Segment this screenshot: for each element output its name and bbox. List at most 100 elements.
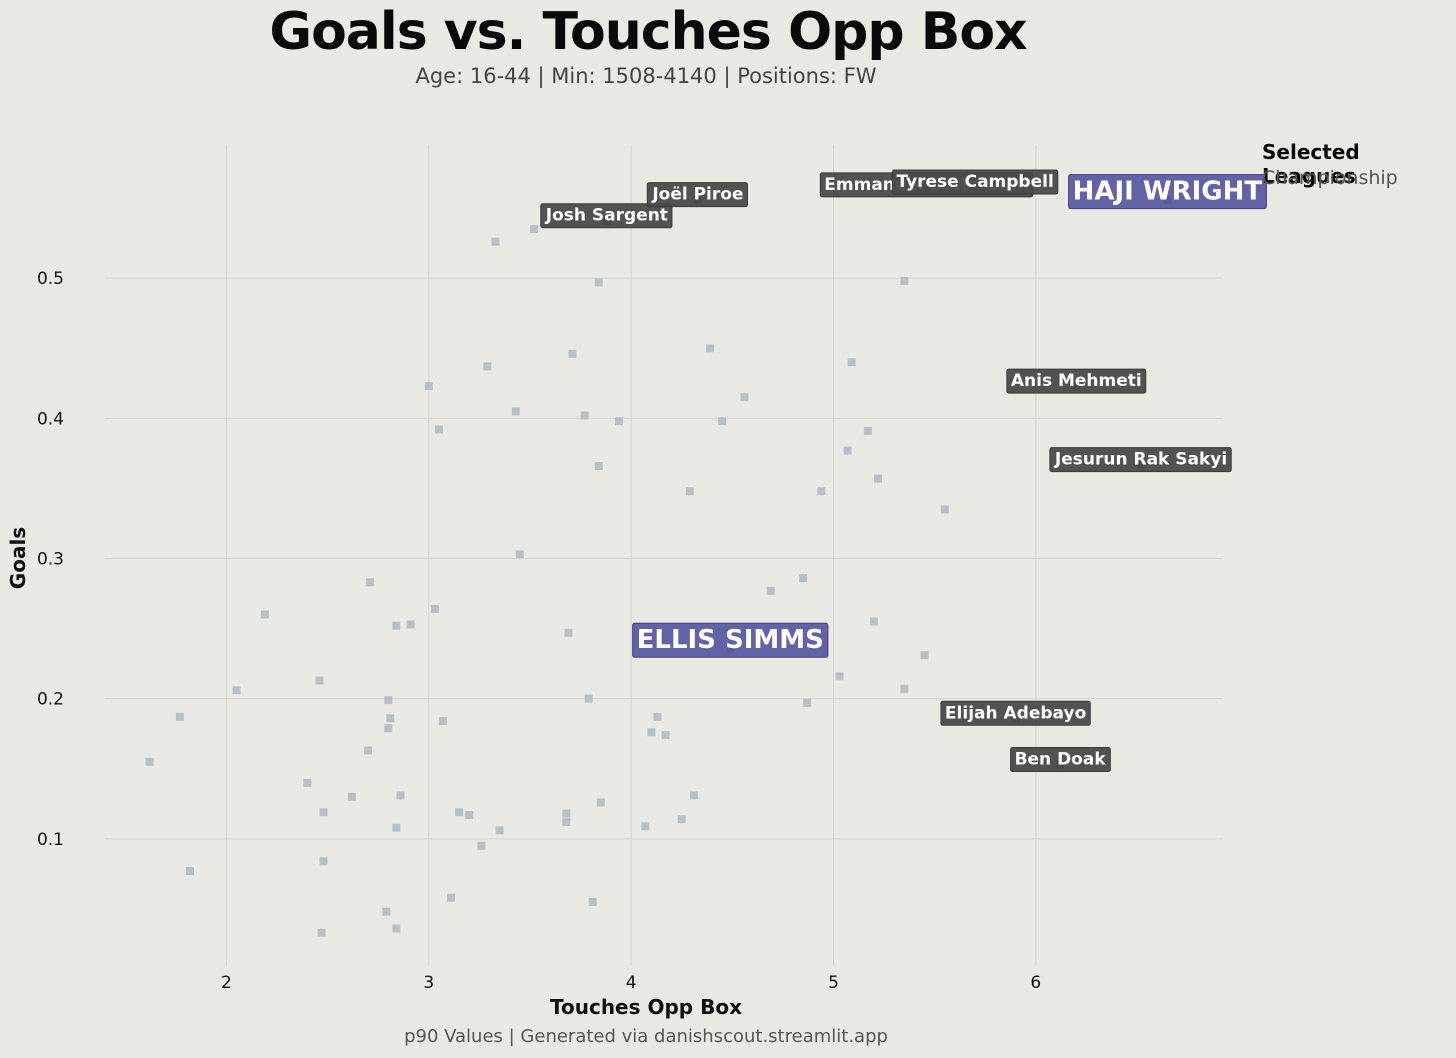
data-point — [382, 907, 391, 916]
data-point — [424, 382, 433, 391]
data-point — [392, 823, 401, 832]
data-point — [614, 417, 623, 426]
data-point — [940, 505, 949, 514]
data-point — [406, 620, 415, 629]
data-point — [562, 818, 571, 827]
data-point — [661, 731, 670, 740]
player-name: HAJI WRIGHT — [1073, 177, 1263, 207]
data-point — [303, 778, 312, 787]
x-tick-label: 3 — [423, 973, 434, 993]
data-point — [803, 698, 812, 707]
data-point — [430, 604, 439, 613]
player-name: Josh Sargent — [545, 206, 668, 226]
data-point — [835, 672, 844, 681]
label-box — [891, 169, 1059, 195]
data-point — [232, 686, 241, 695]
data-point — [766, 586, 775, 595]
data-point — [653, 712, 662, 721]
player-label: Tyrese Campbell — [891, 169, 1059, 195]
data-point — [641, 822, 650, 831]
data-point — [580, 411, 589, 420]
player-name: Elijah Adebayo — [945, 703, 1086, 723]
data-point — [873, 474, 882, 483]
label-box — [1049, 447, 1232, 473]
data-point — [677, 815, 686, 824]
y-tick-label: 0.4 — [37, 409, 64, 429]
player-label: Joël Piroe — [646, 182, 748, 208]
x-tick-label: 6 — [1030, 973, 1041, 993]
data-point — [594, 278, 603, 287]
data-point — [847, 358, 856, 367]
x-tick-label: 2 — [221, 973, 232, 993]
data-point — [465, 811, 474, 820]
data-point — [447, 893, 456, 902]
player-name: Ben Doak — [1015, 750, 1107, 770]
player-name: Anis Mehmeti — [1011, 371, 1142, 391]
data-point — [594, 461, 603, 470]
data-point — [568, 349, 577, 358]
data-point — [647, 728, 656, 737]
player-label: Ben Doak — [1010, 747, 1111, 773]
label-box — [646, 182, 748, 208]
data-point — [392, 621, 401, 630]
data-point — [392, 924, 401, 933]
data-point — [718, 417, 727, 426]
data-point — [596, 798, 605, 807]
data-point — [511, 407, 520, 416]
y-tick-label: 0.3 — [37, 550, 64, 570]
chart-subtitle: Age: 16-44 | Min: 1508-4140 | Positions:… — [415, 64, 877, 88]
data-point — [799, 574, 808, 583]
y-tick-labels: 0.1 0.2 0.3 0.4 0.5 — [37, 269, 64, 850]
data-point — [495, 826, 504, 835]
data-point — [843, 446, 852, 455]
data-point — [900, 684, 909, 693]
highlighted-player-label: ELLIS SIMMS — [632, 622, 829, 658]
player-label: Anis Mehmeti — [1006, 368, 1147, 394]
data-point — [564, 628, 573, 637]
data-point — [689, 791, 698, 800]
y-tick-label: 0.1 — [37, 830, 64, 850]
data-point — [863, 426, 872, 435]
footer-caption: p90 Values | Generated via danishscout.s… — [404, 1026, 888, 1047]
data-point — [491, 237, 500, 246]
data-point — [706, 344, 715, 353]
data-point — [900, 276, 909, 285]
y-tick-label: 0.5 — [37, 269, 64, 289]
data-point — [319, 857, 328, 866]
data-point — [584, 694, 593, 703]
player-label: Jesurun Rak Sakyi — [1049, 447, 1232, 473]
player-name: Joël Piroe — [651, 185, 743, 205]
x-tick-labels: 2 3 4 5 6 — [221, 973, 1041, 993]
data-point — [740, 393, 749, 402]
player-name: Jesurun Rak Sakyi — [1054, 450, 1227, 470]
data-point — [319, 808, 328, 817]
data-point — [396, 791, 405, 800]
x-tick-label: 4 — [626, 973, 637, 993]
data-point — [364, 746, 373, 755]
label-box — [632, 622, 829, 658]
player-label: Josh Sargent — [540, 203, 673, 229]
player-name: ELLIS SIMMS — [637, 625, 824, 655]
data-point — [529, 225, 538, 234]
data-point — [366, 578, 375, 587]
data-point — [920, 651, 929, 660]
data-point — [260, 610, 269, 619]
label-box — [1006, 368, 1147, 394]
highlighted-player-label: HAJI WRIGHT — [1068, 174, 1267, 210]
label-box — [1010, 747, 1111, 773]
data-point — [315, 676, 324, 685]
x-axis-label: Touches Opp Box — [550, 995, 742, 1019]
data-point — [869, 617, 878, 626]
data-point — [185, 867, 194, 876]
data-point — [455, 808, 464, 817]
grid — [105, 145, 1222, 965]
data-point — [384, 696, 393, 705]
data-points — [145, 185, 949, 937]
y-axis-label: Goals — [6, 527, 30, 589]
data-point — [438, 717, 447, 726]
label-box — [940, 700, 1091, 726]
label-box — [1068, 174, 1267, 210]
data-point — [386, 714, 395, 723]
